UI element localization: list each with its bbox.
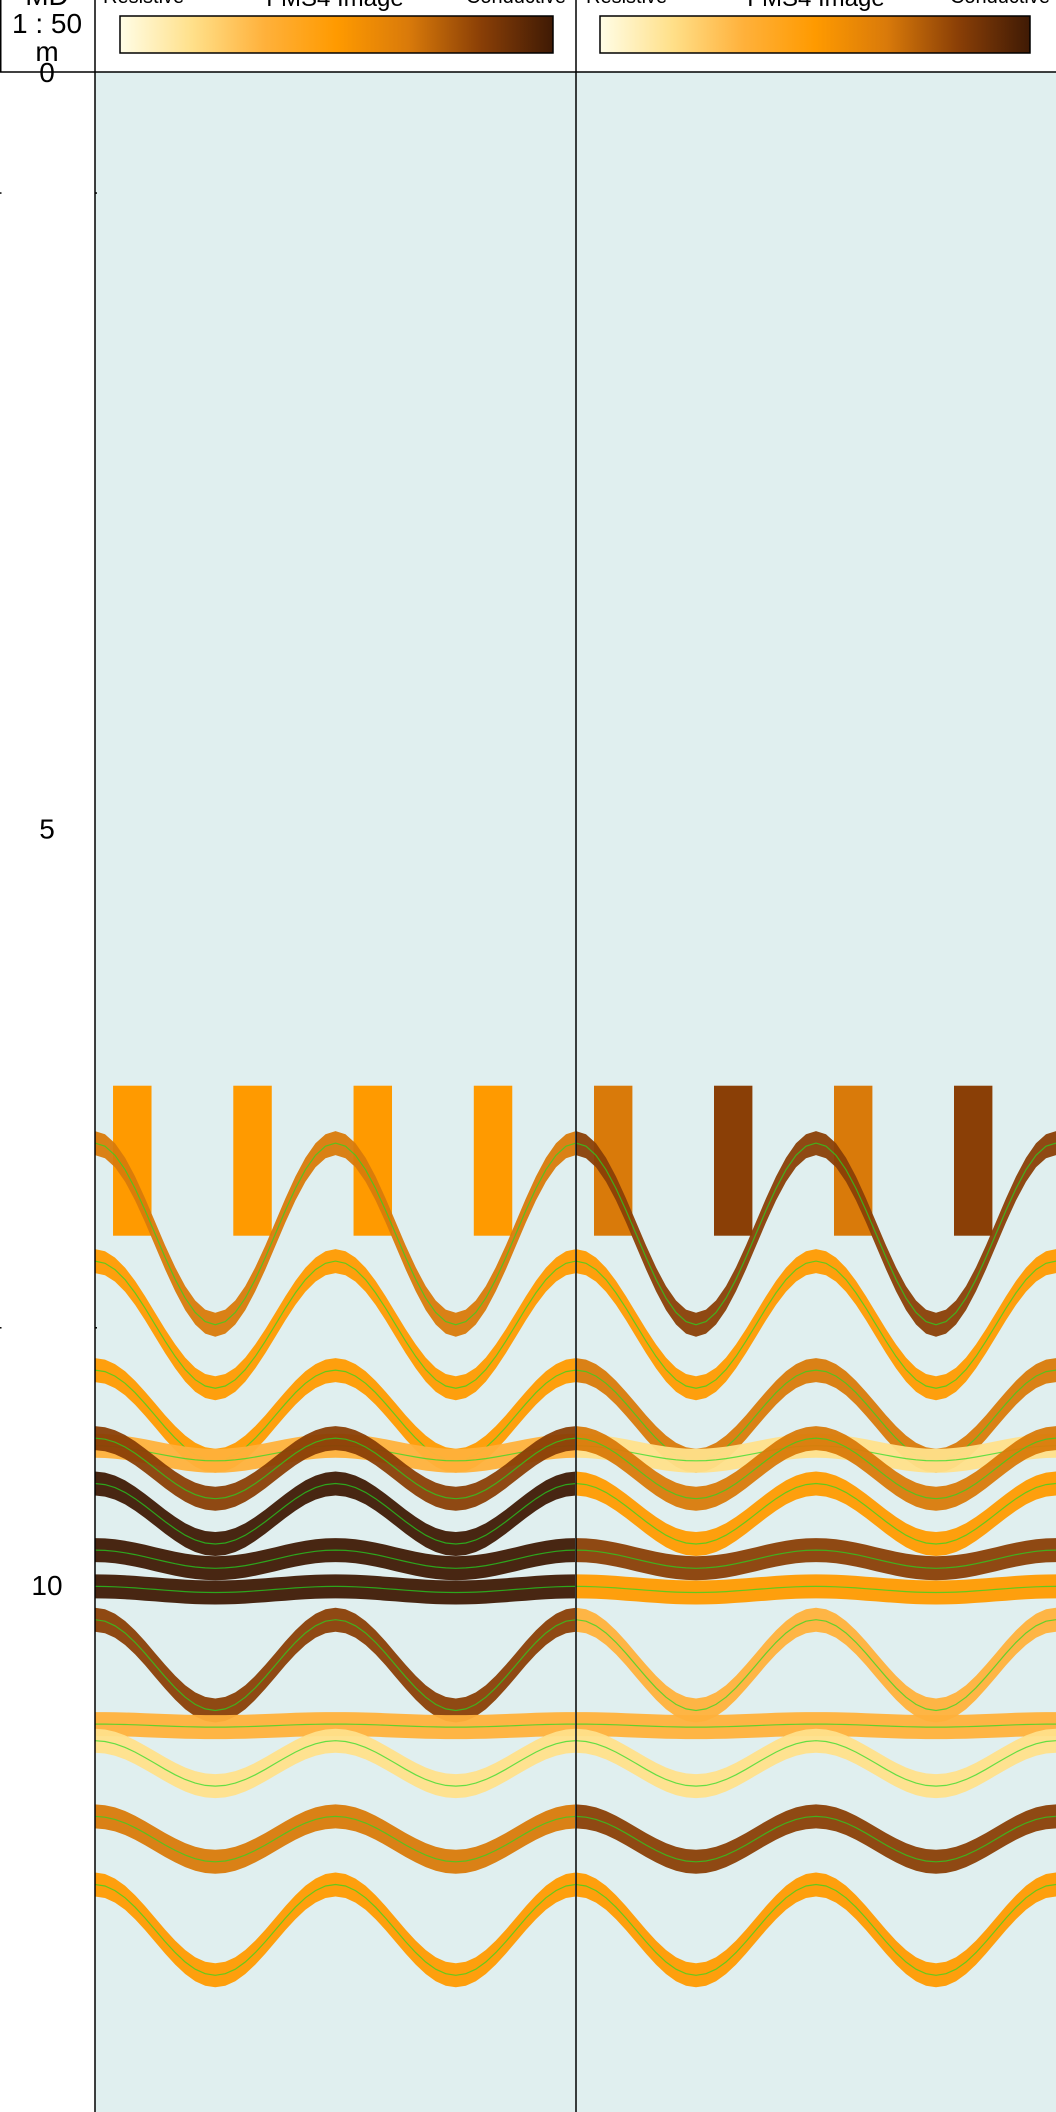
image-band-2	[576, 1358, 1056, 1473]
image-band-6	[576, 1538, 1056, 1581]
dip-trace-9	[576, 1723, 1056, 1728]
dip-trace-12	[576, 1883, 1056, 1976]
track-1-left-label: Resistive	[103, 0, 184, 8]
image-band-4	[576, 1426, 1056, 1511]
image-pad-3	[473, 1085, 513, 1236]
dip-trace-0	[95, 1142, 575, 1326]
image-band-2	[95, 1358, 575, 1473]
dip-trace-2	[576, 1369, 1056, 1462]
image-band-3	[576, 1433, 1056, 1473]
dip-trace-11	[576, 1815, 1056, 1863]
image-pad-3	[954, 1085, 993, 1236]
image-pad-1	[233, 1085, 272, 1236]
track-1-color-scale	[119, 15, 554, 54]
track-2-title: FMS4 Image	[747, 0, 884, 12]
dip-trace-6	[95, 1549, 575, 1569]
dip-trace-2	[95, 1369, 575, 1462]
dip-trace-4	[576, 1437, 1056, 1500]
track-2-color-scale	[599, 15, 1031, 54]
dip-trace-12	[95, 1883, 575, 1976]
image-band-6	[95, 1538, 575, 1581]
image-band-3	[95, 1433, 575, 1473]
image-band-7	[95, 1574, 575, 1605]
dip-trace-7	[576, 1585, 1056, 1594]
image-band-5	[576, 1471, 1056, 1556]
image-band-9	[576, 1712, 1056, 1740]
depth-label-10: 10	[31, 1570, 62, 1601]
dip-trace-5	[95, 1482, 575, 1545]
track-2-left-label: Resistive	[586, 0, 667, 8]
dip-trace-10	[576, 1740, 1056, 1787]
track-1-title: FMS4 Image	[266, 0, 403, 12]
image-band-4	[95, 1426, 575, 1511]
dip-trace-0	[576, 1142, 1056, 1326]
image-band-12	[95, 1872, 575, 1988]
dip-trace-11	[95, 1815, 575, 1863]
track-2-image-layer	[576, 1085, 1056, 1988]
image-pad-1	[714, 1085, 753, 1236]
depth-label-5: 5	[39, 814, 55, 845]
image-band-11	[576, 1804, 1056, 1874]
dip-trace-4	[95, 1437, 575, 1500]
depth-column-scale: 1 : 50	[12, 8, 82, 39]
track-1-image-layer	[95, 1085, 575, 1988]
header-row: MD 1 : 50 m Resistive FMS4 Image Conduct…	[0, 0, 1056, 72]
dip-trace-1	[576, 1260, 1056, 1389]
image-band-10	[95, 1728, 575, 1799]
image-band-7	[576, 1574, 1056, 1605]
track-1-right-label: Conductive	[466, 0, 566, 8]
image-band-10	[576, 1728, 1056, 1799]
image-band-5	[95, 1471, 575, 1556]
dip-trace-9	[95, 1723, 575, 1728]
dip-trace-6	[576, 1549, 1056, 1569]
image-band-8	[95, 1607, 575, 1723]
dip-trace-10	[95, 1740, 575, 1787]
depth-column-unit: m	[35, 36, 58, 67]
dip-trace-1	[95, 1260, 575, 1389]
dip-trace-8	[576, 1619, 1056, 1712]
dip-trace-8	[95, 1619, 575, 1712]
image-band-8	[576, 1607, 1056, 1723]
image-band-12	[576, 1872, 1056, 1988]
track-2-right-label: Conductive	[950, 0, 1050, 8]
dip-trace-5	[576, 1482, 1056, 1545]
image-band-11	[95, 1804, 575, 1874]
depth-column-title: MD	[25, 0, 69, 11]
image-band-9	[95, 1712, 575, 1740]
dip-trace-7	[95, 1585, 575, 1594]
